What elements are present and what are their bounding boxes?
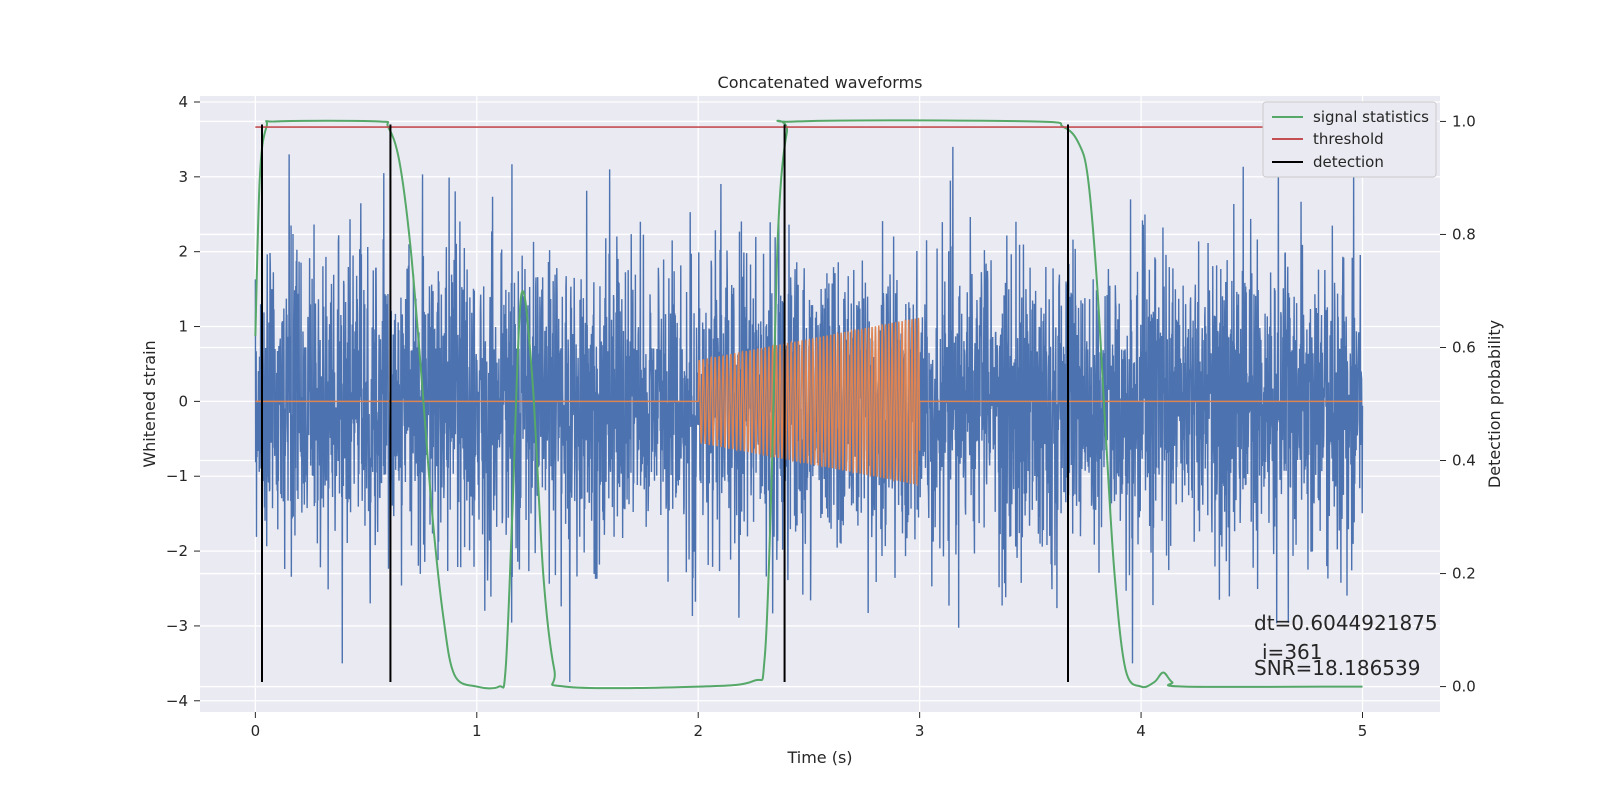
series-injected-waveform <box>255 317 1363 487</box>
y-tick-label-left: 1 <box>178 318 188 336</box>
y-tick-label-left: −3 <box>166 617 188 635</box>
x-tick-label: 4 <box>1136 722 1146 740</box>
series-signal-statistics <box>254 119 1363 690</box>
annotation-i: i=361 <box>1262 640 1323 664</box>
y-tick-label-right: 0.8 <box>1452 225 1476 243</box>
y-tick-label-left: 2 <box>178 243 188 261</box>
y-tick-label-right: 0.2 <box>1452 565 1476 583</box>
y-tick-label-right: 0.6 <box>1452 338 1476 356</box>
x-axis-label: Time (s) <box>786 748 852 767</box>
y-tick-label-left: −2 <box>166 542 188 560</box>
chart-title: Concatenated waveforms <box>718 73 923 92</box>
x-tick-label: 0 <box>251 722 261 740</box>
x-tick-label: 1 <box>472 722 482 740</box>
y-tick-label-left: −1 <box>166 467 188 485</box>
y-tick-label-left: −4 <box>166 692 188 710</box>
y-tick-label-left: 3 <box>178 168 188 186</box>
axes-layer: 0 1 2 3 4 5 −4 −3 −2 −1 0 1 2 3 4 0.0 0.2 0.4 0.6 0.8 1.0 <box>166 93 1476 740</box>
legend-label-detection: detection <box>1313 153 1384 171</box>
y-tick-label-right: 1.0 <box>1452 112 1476 130</box>
legend-label-threshold: threshold <box>1313 130 1384 148</box>
y-tick-label-right: 0.0 <box>1452 678 1476 696</box>
series-layer <box>254 119 1364 690</box>
y-tick-label-left: 0 <box>178 392 188 410</box>
x-tick-label: 2 <box>693 722 703 740</box>
annotation-dt: dt=0.6044921875 <box>1254 611 1438 635</box>
y-tick-label-right: 0.4 <box>1452 452 1476 470</box>
legend-box <box>1262 101 1437 178</box>
legend-label-signal-statistics: signal statistics <box>1313 108 1429 126</box>
legend: signal statistics threshold detection <box>1262 101 1437 178</box>
y-axis-label-left: Whitened strain <box>140 340 159 467</box>
y-axis-label-right: Detection probability <box>1485 320 1504 488</box>
y-tick-label-left: 4 <box>178 93 188 111</box>
annotation-snr: SNR=18.186539 <box>1254 656 1420 680</box>
x-tick-label: 3 <box>915 722 925 740</box>
x-tick-label: 5 <box>1358 722 1368 740</box>
